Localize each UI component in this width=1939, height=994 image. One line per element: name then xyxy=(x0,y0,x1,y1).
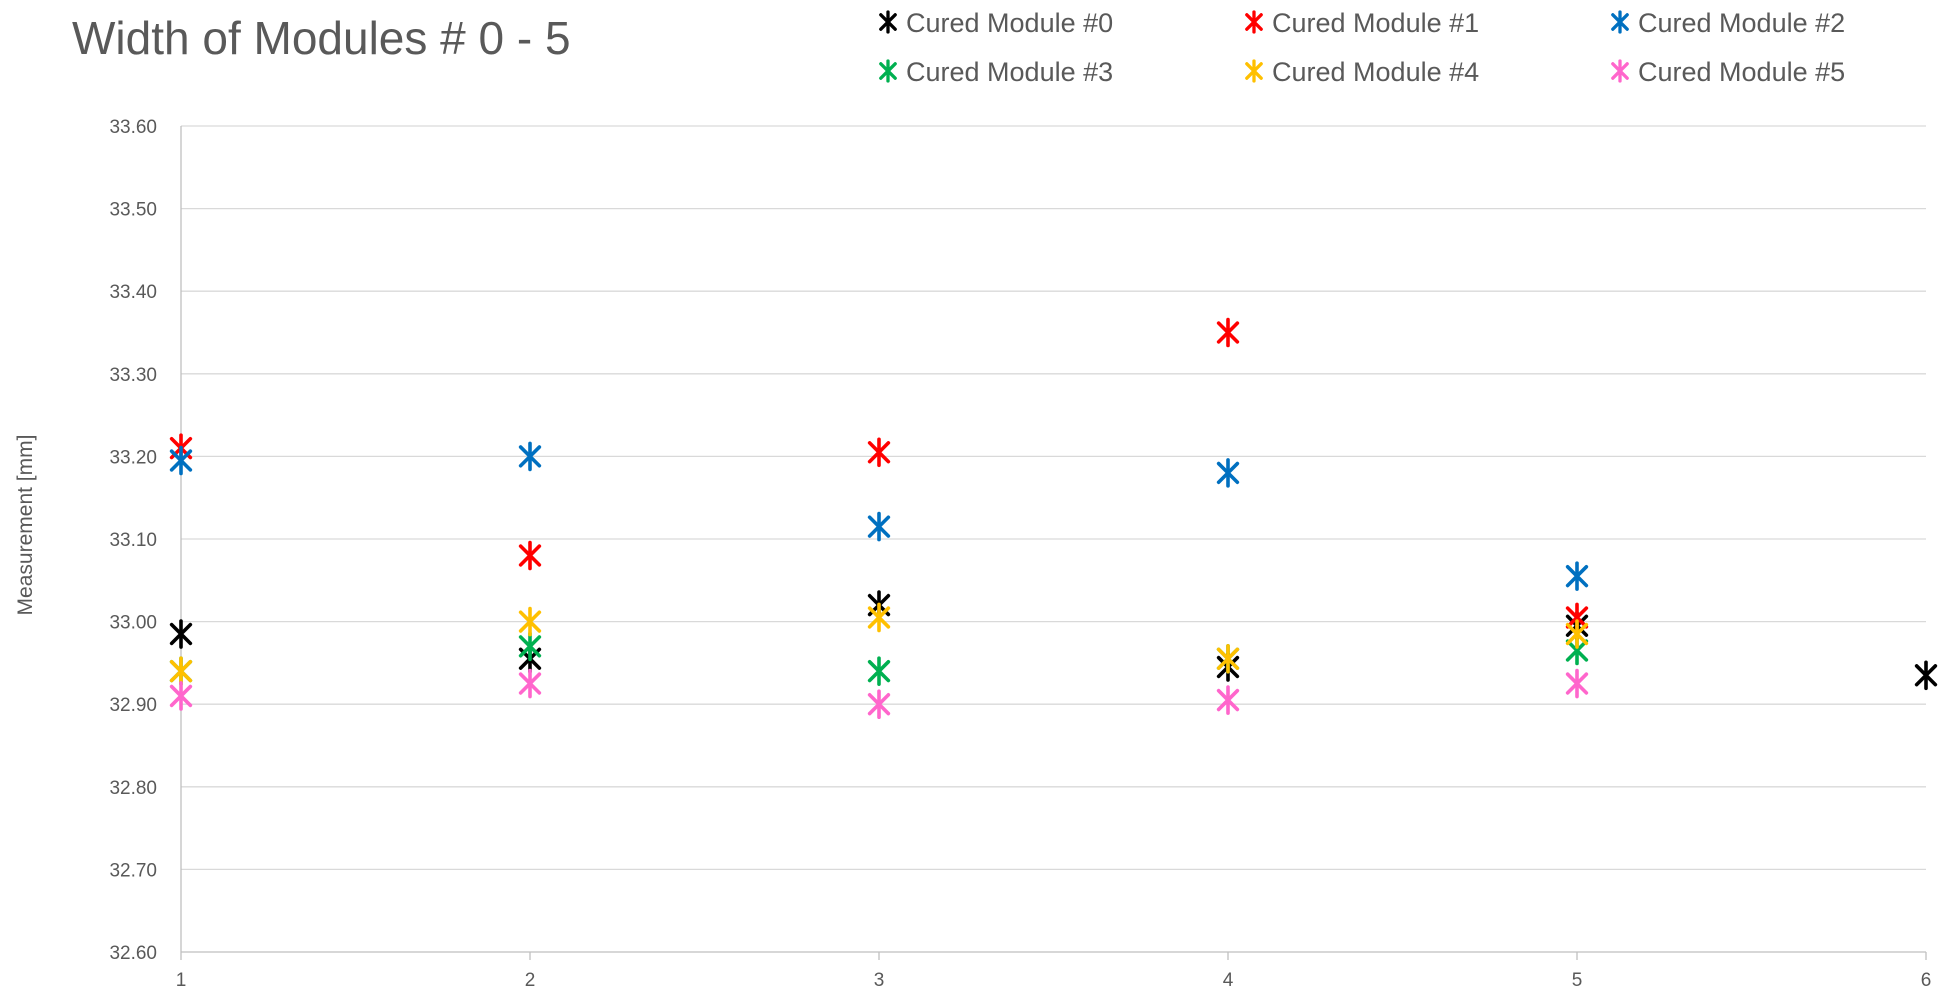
y-tick-label: 33.20 xyxy=(109,447,157,468)
legend-label: Cured Module #1 xyxy=(1272,8,1479,38)
data-point xyxy=(867,602,891,633)
legend-label: Cured Module #5 xyxy=(1638,57,1845,87)
data-point xyxy=(518,668,542,699)
y-axis-ticks: 32.60 32.70 32.80 32.90 33.00 33.10 33.20 33.30… xyxy=(109,117,157,964)
legend-label: Cured Module #0 xyxy=(906,8,1113,38)
y-tick-label: 33.40 xyxy=(109,282,157,303)
legend-marker xyxy=(1245,10,1263,34)
y-tick-label: 32.60 xyxy=(109,943,157,964)
data-point xyxy=(1565,561,1589,591)
legend-label: Cured Module #3 xyxy=(906,57,1113,87)
data-point xyxy=(1565,668,1589,699)
x-tick-label: 6 xyxy=(1921,970,1932,991)
data-point xyxy=(518,606,542,637)
data-point xyxy=(1216,685,1240,715)
series-0 xyxy=(169,590,1938,691)
x-tick-label: 3 xyxy=(874,970,885,991)
legend-item: Cured Module #3 xyxy=(879,57,1113,87)
data-point xyxy=(1914,660,1938,691)
legend-item: Cured Module #2 xyxy=(1611,8,1845,38)
data-point xyxy=(1565,619,1589,649)
y-tick-label: 33.30 xyxy=(109,365,157,386)
y-tick-label: 33.00 xyxy=(109,613,157,634)
data-point xyxy=(867,437,891,468)
data-point xyxy=(867,689,891,720)
legend-marker xyxy=(879,59,897,83)
data-point xyxy=(867,511,891,542)
series-3 xyxy=(169,631,1589,686)
data-point xyxy=(518,540,542,571)
grid-lines xyxy=(181,125,1926,871)
y-tick-label: 32.70 xyxy=(109,860,157,881)
data-point xyxy=(1216,317,1240,348)
data-point xyxy=(169,681,193,711)
data-points xyxy=(169,317,1938,720)
axes xyxy=(180,126,1926,953)
x-tick-label: 2 xyxy=(525,970,536,991)
series-1 xyxy=(169,317,1589,633)
chart-title: Width of Modules # 0 - 5 xyxy=(72,12,571,64)
series-5 xyxy=(169,668,1589,720)
legend-label: Cured Module #2 xyxy=(1638,8,1845,38)
data-point xyxy=(1216,458,1240,488)
legend-marker xyxy=(1611,10,1629,34)
legend-item: Cured Module #4 xyxy=(1245,57,1479,87)
x-tick-label: 1 xyxy=(176,970,187,991)
y-tick-label: 33.10 xyxy=(109,530,157,551)
legend-marker xyxy=(879,10,897,34)
legend-item: Cured Module #1 xyxy=(1245,8,1479,38)
x-axis-ticks: 1 2 3 4 5 6 xyxy=(176,952,1932,991)
y-tick-label: 33.50 xyxy=(109,200,157,221)
legend-marker xyxy=(1245,59,1263,83)
legend-item: Cured Module #0 xyxy=(879,8,1113,38)
legend-label: Cured Module #4 xyxy=(1272,57,1479,87)
series-2 xyxy=(169,441,1589,591)
data-point xyxy=(1216,643,1240,674)
y-tick-label: 32.80 xyxy=(109,778,157,799)
data-point xyxy=(867,656,891,686)
x-tick-label: 4 xyxy=(1223,970,1234,991)
legend-marker xyxy=(1611,59,1629,83)
y-tick-label: 32.90 xyxy=(109,695,157,716)
y-axis-label: Measurement [mm] xyxy=(14,435,37,616)
data-point xyxy=(169,445,193,476)
x-tick-label: 5 xyxy=(1572,970,1583,991)
data-point xyxy=(518,631,542,662)
legend: Cured Module #0 Cured Module #1 Cured Modu… xyxy=(879,8,1845,87)
series-4 xyxy=(169,602,1589,686)
data-point xyxy=(518,441,542,472)
y-tick-label: 33.60 xyxy=(109,117,157,138)
data-point xyxy=(169,619,193,649)
data-point xyxy=(169,656,193,686)
legend-item: Cured Module #5 xyxy=(1611,57,1845,87)
